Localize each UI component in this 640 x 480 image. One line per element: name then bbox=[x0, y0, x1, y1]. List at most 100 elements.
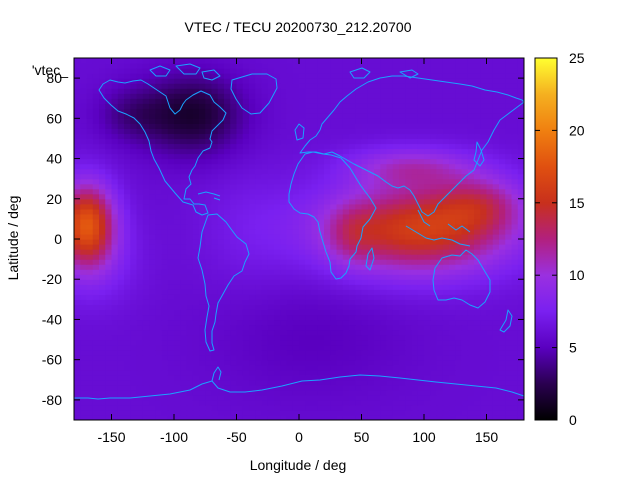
heat-cell bbox=[267, 148, 275, 155]
heat-cell bbox=[436, 349, 444, 356]
heat-cell bbox=[311, 178, 319, 185]
heat-cell bbox=[305, 289, 313, 295]
heat-cell bbox=[386, 93, 394, 99]
heat-cell bbox=[355, 244, 363, 250]
heat-cell bbox=[324, 294, 331, 300]
heat-cell bbox=[499, 324, 506, 331]
heat-cell bbox=[467, 168, 475, 175]
heat-cell bbox=[224, 299, 231, 305]
heat-cell bbox=[117, 279, 125, 285]
heat-cell bbox=[486, 153, 494, 160]
heat-cell bbox=[186, 264, 194, 270]
heat-cell bbox=[161, 138, 169, 145]
heat-cell bbox=[230, 173, 238, 180]
heat-cell bbox=[424, 244, 431, 250]
heat-cell bbox=[224, 414, 231, 420]
heat-cell bbox=[430, 123, 438, 129]
heat-cell bbox=[474, 148, 481, 155]
heat-cell bbox=[311, 394, 319, 401]
heat-cell bbox=[286, 208, 294, 215]
heat-cell bbox=[411, 274, 419, 280]
heat-cell bbox=[180, 123, 188, 129]
heat-cell bbox=[217, 414, 225, 420]
heat-cell bbox=[274, 188, 281, 195]
heat-cell bbox=[511, 103, 519, 109]
heat-cell bbox=[436, 319, 444, 326]
heat-cell bbox=[380, 374, 388, 381]
heat-cell bbox=[424, 183, 431, 190]
heat-cell bbox=[267, 244, 275, 250]
heat-cell bbox=[305, 394, 313, 401]
heat-cell bbox=[174, 213, 181, 220]
heat-cell bbox=[311, 319, 319, 326]
heat-cell bbox=[424, 394, 431, 401]
heat-cell bbox=[449, 158, 456, 165]
heat-cell bbox=[392, 188, 400, 195]
heat-cell bbox=[486, 188, 494, 195]
heat-cell bbox=[392, 148, 400, 155]
heat-cell bbox=[374, 339, 381, 346]
heat-cell bbox=[92, 108, 100, 114]
heat-cell bbox=[142, 364, 150, 371]
heat-cell bbox=[249, 364, 256, 371]
heat-cell bbox=[192, 399, 200, 406]
heat-cell bbox=[261, 339, 269, 346]
heat-cell bbox=[211, 193, 219, 200]
heat-cell bbox=[136, 93, 144, 99]
heat-cell bbox=[374, 319, 381, 326]
heat-cell bbox=[267, 259, 275, 265]
heat-cell bbox=[367, 309, 375, 316]
heat-cell bbox=[330, 239, 338, 245]
heat-cell bbox=[474, 329, 481, 336]
heat-cell bbox=[405, 173, 413, 180]
heat-cell bbox=[392, 158, 400, 165]
heat-cell bbox=[355, 289, 363, 295]
heat-cell bbox=[461, 228, 469, 235]
heat-cell bbox=[449, 98, 456, 104]
heat-cell bbox=[142, 153, 150, 160]
heat-cell bbox=[74, 108, 81, 114]
heat-cell bbox=[299, 284, 306, 290]
heat-cell bbox=[436, 264, 444, 270]
heat-cell bbox=[467, 108, 475, 114]
heat-cell bbox=[299, 88, 306, 94]
heat-cell bbox=[411, 314, 419, 321]
heat-cell bbox=[324, 304, 331, 310]
heat-cell bbox=[124, 168, 131, 175]
heat-cell bbox=[149, 73, 156, 79]
heat-cell bbox=[330, 163, 338, 170]
heat-cell bbox=[374, 389, 381, 396]
heat-cell bbox=[274, 319, 281, 326]
heat-cell bbox=[186, 379, 194, 386]
heat-cell bbox=[236, 143, 244, 150]
heat-cell bbox=[211, 334, 219, 341]
heat-cell bbox=[130, 208, 138, 215]
heat-cell bbox=[505, 269, 513, 275]
heat-cell bbox=[299, 359, 306, 366]
heat-cell bbox=[492, 359, 500, 366]
heat-cell bbox=[86, 218, 94, 225]
heat-cell bbox=[311, 369, 319, 376]
heat-cell bbox=[224, 113, 231, 119]
heat-cell bbox=[136, 133, 144, 140]
heat-cell bbox=[317, 188, 325, 195]
heat-cell bbox=[392, 208, 400, 215]
heat-cell bbox=[155, 228, 163, 235]
heat-cell bbox=[261, 409, 269, 416]
heat-cell bbox=[267, 269, 275, 275]
heat-cell bbox=[74, 128, 81, 135]
heat-cell bbox=[224, 133, 231, 140]
heat-cell bbox=[74, 309, 81, 316]
heat-cell bbox=[99, 128, 106, 135]
heat-cell bbox=[436, 324, 444, 331]
heat-cell bbox=[361, 319, 369, 326]
heat-cell bbox=[317, 83, 325, 89]
heat-cell bbox=[124, 93, 131, 99]
heat-cell bbox=[155, 289, 163, 295]
heat-cell bbox=[267, 118, 275, 124]
heat-cell bbox=[449, 73, 456, 79]
heat-cell bbox=[411, 158, 419, 165]
heat-cell bbox=[367, 233, 375, 240]
heat-cell bbox=[424, 73, 431, 79]
heat-cell bbox=[311, 123, 319, 129]
